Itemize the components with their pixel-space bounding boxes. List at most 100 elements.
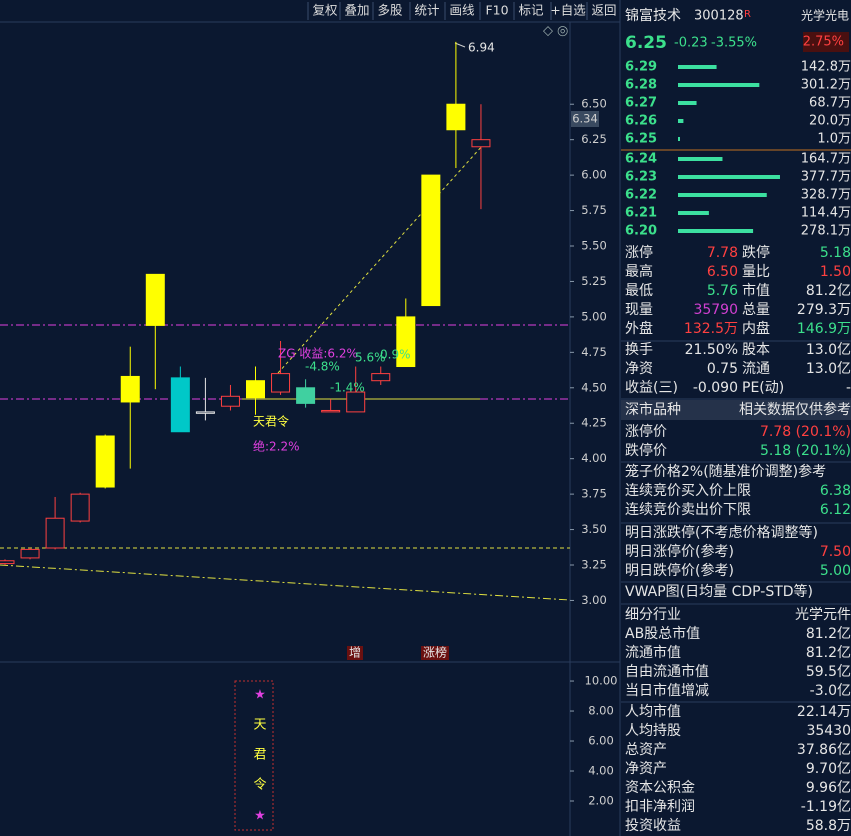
star: ★: [254, 809, 266, 824]
stat-label: 连续竞价卖出价下限: [625, 501, 751, 518]
toolbar-button[interactable]: +自选: [550, 3, 586, 18]
stat-label: 明日涨跌停(不考虑价格调整等): [625, 524, 818, 541]
book-price: 6.23: [625, 170, 657, 185]
book-volume: 377.7万: [801, 170, 851, 185]
stat-value: 132.5万: [684, 321, 738, 337]
stat-label: VWAP图(日均量 CDP-STD等): [625, 583, 813, 600]
stat-label: 净资: [625, 361, 653, 377]
stat-label: 市值: [742, 282, 770, 299]
candle-body: [421, 174, 441, 307]
candle-body: [446, 103, 466, 131]
stat-value: 58.8万: [806, 818, 851, 834]
icon[interactable]: ◎: [557, 24, 568, 39]
toolbar-button[interactable]: 标记: [518, 3, 544, 18]
stat-label: 内盘: [742, 320, 770, 337]
annotation: ZG 收益:6.2%: [278, 347, 358, 361]
book-volume: 278.1万: [801, 224, 851, 239]
stat-value: 5.00: [820, 563, 851, 579]
volume-bar: [678, 211, 709, 215]
book-price: 6.26: [625, 114, 657, 129]
stat-label: 股本: [742, 342, 770, 358]
stat-label: 涨停: [625, 244, 653, 261]
cursor-price-box: [571, 111, 599, 127]
stat-label: 当日市值增减: [625, 682, 709, 699]
leader-line: [454, 42, 466, 48]
volume-bar: [678, 83, 760, 87]
toolbar-button[interactable]: 画线: [449, 3, 475, 18]
change: -0.23: [674, 36, 708, 51]
annotation: 绝:2.2%: [253, 439, 300, 454]
stat-label: 人均持股: [625, 723, 681, 739]
annotation: -4.8%: [305, 360, 340, 374]
book-price: 6.27: [625, 96, 657, 111]
stock-flag: R: [744, 9, 751, 20]
toolbar-button[interactable]: 复权: [312, 3, 338, 18]
stat-value: 6.38: [820, 483, 851, 499]
y-tick-label: 3.25: [581, 558, 607, 572]
annotation: 增: [349, 646, 361, 660]
toolbar-button[interactable]: 返回: [591, 3, 616, 18]
stat-value: -0.090: [693, 380, 738, 396]
stat-label: 笼子价格2%(随基准价调整)参考: [625, 463, 826, 480]
toolbar-button[interactable]: F10: [485, 3, 508, 18]
volume-bar: [678, 65, 717, 69]
stat-value: 7.50: [820, 544, 851, 560]
stat-value: 37.86亿: [797, 742, 851, 758]
stock-code: 300128: [694, 9, 744, 24]
stat-value: 1.50: [820, 264, 851, 280]
stat-value: 21.50%: [685, 342, 738, 358]
candle-body: [220, 395, 240, 407]
stat-value: 相关数据仅供参考: [739, 401, 851, 418]
stat-label: 自由流通市值: [625, 663, 709, 680]
candle-body: [271, 373, 291, 393]
volume-bar: [678, 193, 767, 197]
stat-label: 连续竞价买入价上限: [625, 482, 751, 499]
stat-value: 6.50: [707, 264, 738, 280]
signal-char: 天: [253, 718, 266, 733]
stat-label: 明日跌停价(参考): [625, 562, 734, 579]
candle-body: [195, 411, 215, 414]
stat-label: 细分行业: [625, 607, 681, 623]
star: ★: [254, 688, 266, 703]
annotation: 0.9%: [380, 348, 411, 362]
trend-line: [0, 564, 571, 601]
y-tick-label: 4.00: [588, 764, 614, 778]
candle-body: [70, 493, 90, 522]
y-tick-label: 4.00: [581, 451, 607, 465]
y-tick-label: 4.50: [581, 380, 607, 394]
toolbar-button[interactable]: 统计: [414, 3, 439, 18]
stat-label: 换手: [625, 341, 653, 358]
icon[interactable]: ◇: [543, 24, 553, 39]
stat-label: 最低: [625, 283, 653, 299]
candle-body: [346, 391, 366, 413]
stat-value: 81.2亿: [806, 626, 851, 642]
book-price: 6.22: [625, 188, 657, 203]
stat-label: 最高: [625, 263, 653, 280]
y-tick-label: 6.00: [588, 734, 614, 748]
y-tick-label: 10.00: [585, 674, 618, 688]
stat-value: 5.18: [820, 245, 851, 261]
stat-label: AB股总市值: [625, 625, 700, 642]
book-volume: 20.0万: [809, 114, 851, 129]
stock-name: 锦富技术: [625, 7, 681, 24]
toolbar-button[interactable]: 多股: [377, 3, 403, 18]
signal-char: 君: [253, 748, 266, 763]
stat-value: 81.2亿: [806, 645, 851, 661]
stat-value: 5.76: [707, 283, 738, 299]
signal-char: 令: [253, 778, 266, 793]
cursor-price: 6.34: [572, 112, 598, 126]
stat-label: 扣非净利润: [625, 799, 695, 815]
toolbar-button[interactable]: 叠加: [344, 3, 369, 18]
stat-label: 深市品种: [625, 401, 681, 418]
book-price: 6.28: [625, 78, 657, 93]
tag-box: [421, 646, 449, 660]
tag-box: [347, 646, 363, 660]
row-highlight: [621, 400, 851, 420]
stat-label: 明日涨停价(参考): [625, 543, 734, 560]
stat-value: 9.70亿: [806, 761, 851, 777]
stat-label: 跌停价: [625, 442, 667, 459]
annotation: -1.4%: [330, 381, 365, 395]
y-tick-label: 4.75: [581, 345, 607, 359]
stat-label: 人均市值: [625, 703, 681, 720]
